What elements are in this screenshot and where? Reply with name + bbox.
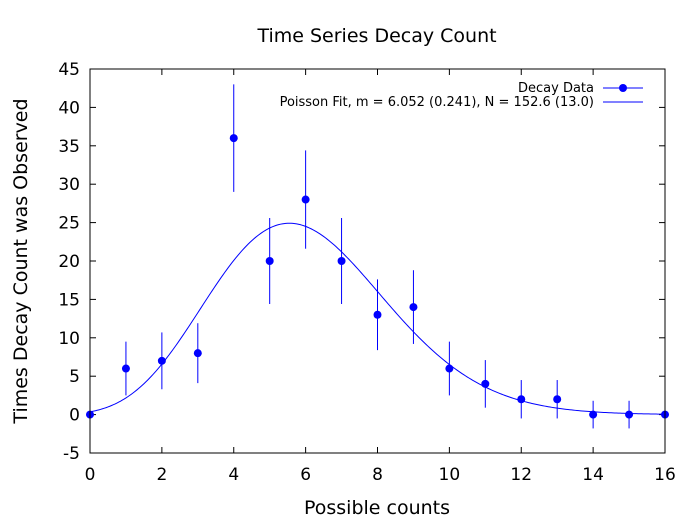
data-point bbox=[229, 134, 238, 143]
y-tick-label: 40 bbox=[58, 98, 80, 118]
data-point bbox=[157, 356, 166, 365]
data-point bbox=[517, 395, 526, 404]
data-point bbox=[625, 410, 634, 419]
plot-frame bbox=[89, 68, 666, 454]
data-point bbox=[121, 364, 130, 373]
y-tick-label: 45 bbox=[58, 60, 80, 80]
y-tick-label: 15 bbox=[58, 290, 80, 310]
x-tick-label: 8 bbox=[372, 465, 383, 485]
x-tick-label: 0 bbox=[85, 465, 96, 485]
legend: Decay Data Poisson Fit, m = 6.052 (0.241… bbox=[280, 81, 643, 110]
data-point bbox=[265, 257, 274, 265]
legend-label-decay-data: Decay Data bbox=[518, 81, 594, 96]
x-tick-label: 2 bbox=[156, 465, 167, 485]
x-tick-label: 10 bbox=[439, 465, 461, 485]
y-axis-label: Times Decay Count was Observed bbox=[10, 98, 32, 424]
x-axis-label: Possible counts bbox=[304, 497, 450, 519]
x-tick-label: 16 bbox=[654, 465, 676, 485]
y-tick-label: 0 bbox=[69, 406, 80, 426]
data-point bbox=[301, 195, 310, 204]
y-tick-label: 5 bbox=[69, 367, 80, 387]
chart-title: Time Series Decay Count bbox=[256, 25, 496, 47]
y-tick-label: -5 bbox=[63, 444, 80, 464]
x-tick-label: 14 bbox=[582, 465, 604, 485]
data-point bbox=[481, 379, 490, 388]
data-point bbox=[409, 303, 418, 312]
y-tick-label: 35 bbox=[58, 137, 80, 157]
legend-marker-decay-data bbox=[619, 84, 627, 92]
y-tick-label: 30 bbox=[58, 175, 80, 195]
data-point bbox=[373, 310, 382, 319]
y-tick-label: 25 bbox=[58, 214, 80, 234]
x-tick-label: 4 bbox=[228, 465, 239, 485]
y-tick-label: 10 bbox=[58, 329, 80, 349]
data-point bbox=[445, 364, 454, 373]
x-tick-label: 12 bbox=[510, 465, 532, 485]
data-point bbox=[589, 410, 598, 419]
y-tick-label: 20 bbox=[58, 252, 80, 272]
data-point bbox=[193, 349, 202, 358]
data-point bbox=[337, 257, 346, 265]
x-tick-label: 6 bbox=[300, 465, 311, 485]
data-layer bbox=[86, 84, 669, 429]
legend-label-poisson-fit: Poisson Fit, m = 6.052 (0.241), N = 152.… bbox=[280, 95, 594, 110]
data-point bbox=[553, 395, 562, 404]
